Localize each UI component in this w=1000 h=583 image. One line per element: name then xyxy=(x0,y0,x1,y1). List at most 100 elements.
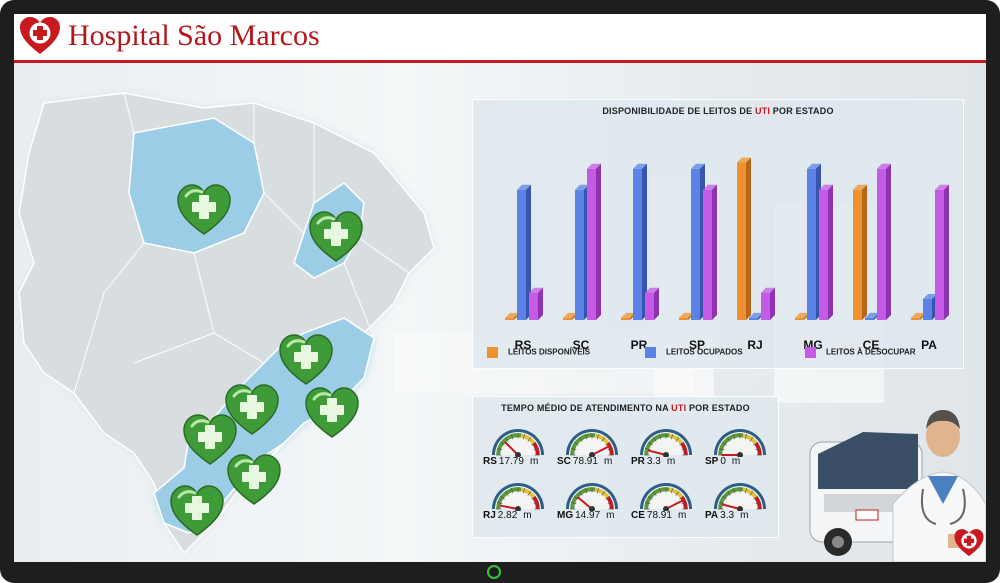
gauge-dial-icon xyxy=(714,429,766,458)
gauge-label: PA 3.3 m xyxy=(705,510,748,521)
bar-sc-series-1 xyxy=(575,184,589,320)
gauge-unit: m xyxy=(603,456,613,467)
gauge-value: 0 xyxy=(720,456,726,467)
gauge-state: PA xyxy=(705,510,719,521)
gauge-value: 17.79 xyxy=(498,456,524,467)
gauge-value: 78.91 xyxy=(646,510,672,521)
category-label-rj: RJ xyxy=(747,338,762,352)
bar-pr-series-2 xyxy=(645,287,659,320)
category-label-pa: PA xyxy=(921,338,937,352)
gauge-state: RS xyxy=(483,456,497,467)
leitos-chart-panel: DISPONIBILIDADE DE LEITOS DE UTI POR EST… xyxy=(472,99,964,369)
gauge-rs: RS 17.79 m xyxy=(483,427,553,473)
leitos-chart-title: DISPONIBILIDADE DE LEITOS DE UTI POR EST… xyxy=(602,106,834,116)
bar-sc-series-0 xyxy=(563,312,577,320)
heart-cross-icon xyxy=(170,485,224,536)
category-label-sc: SC xyxy=(573,338,590,352)
bar-pr-series-1 xyxy=(633,163,647,320)
heart-cross-icon xyxy=(183,414,237,465)
gauge-rj: RJ 2.82 m xyxy=(483,481,553,527)
bar-ce-series-0 xyxy=(853,184,867,320)
category-label-ce: CE xyxy=(863,338,880,352)
bar-pa-series-1 xyxy=(923,294,937,320)
bar-rj-series-2 xyxy=(761,287,775,320)
gauge-dial-icon xyxy=(640,483,692,512)
bar-rs-series-0 xyxy=(505,312,519,320)
brazil-map xyxy=(18,92,435,555)
gauge-sc: SC 78.91 m xyxy=(557,427,627,473)
gauge-value: 78.91 xyxy=(572,456,598,467)
gauge-dial-icon xyxy=(640,429,692,458)
gauge-mg: MG 14.97 m xyxy=(557,481,627,527)
gauge-unit: m xyxy=(731,456,741,467)
gauge-ce: CE 78.91 m xyxy=(631,481,701,527)
heart-cross-icon xyxy=(309,211,363,262)
heart-cross-icon xyxy=(227,454,281,505)
bar-pa-series-0 xyxy=(911,312,925,320)
dashboard-screen: Hospital São Marcos DISPONIBILID xyxy=(14,14,986,562)
gauge-label: SC 78.91 m xyxy=(557,456,612,467)
leitos-bar-chart: RS SC PR SP RJ MG CE PA xyxy=(505,157,949,352)
gauge-state: CE xyxy=(631,510,645,521)
gauge-pa: PA 3.3 m xyxy=(705,481,775,527)
gauge-label: RJ 2.82 m xyxy=(483,510,532,521)
gauge-label: MG 14.97 m xyxy=(557,510,614,521)
bar-rj-series-1 xyxy=(749,312,763,320)
gauge-sp: SP 0 m xyxy=(705,427,775,473)
legend-ocupados: LEITOS OCUPADOS xyxy=(645,347,743,358)
gauge-dial-icon xyxy=(714,483,766,512)
bar-mg-series-2 xyxy=(819,184,833,320)
bar-sp-series-2 xyxy=(703,184,717,320)
gauge-unit: m xyxy=(523,510,532,521)
gauge-label: PR 3.3 m xyxy=(631,456,675,467)
legend-swatch-blue xyxy=(645,347,656,358)
gauge-state: MG xyxy=(557,510,574,521)
legend-swatch-orange xyxy=(487,347,498,358)
hospital-logo-icon xyxy=(20,17,60,54)
gauge-dial-icon xyxy=(492,483,544,512)
page-title: Hospital São Marcos xyxy=(68,19,320,52)
gauge-pr: PR 3.3 m xyxy=(631,427,701,473)
gauge-dial-icon xyxy=(566,429,618,458)
gauge-unit: m xyxy=(677,510,687,521)
gauge-state: SP xyxy=(705,456,719,467)
monitor-power-indicator xyxy=(487,565,501,579)
bar-sp-series-1 xyxy=(691,163,705,320)
gauge-dial-icon xyxy=(492,429,544,458)
legend-swatch-purple xyxy=(805,347,816,358)
gauge-dial-icon xyxy=(566,483,618,512)
gauge-value: 2.82 xyxy=(497,510,518,521)
heart-cross-icon xyxy=(305,387,359,438)
bar-rs-series-2 xyxy=(529,287,543,320)
gauge-unit: m xyxy=(740,510,749,521)
gauge-state: SC xyxy=(557,456,571,467)
gauge-label: CE 78.91 m xyxy=(631,510,686,521)
gauge-label: SP 0 m xyxy=(705,456,740,467)
legend-desocupar: LEITOS À DESOCUPAR xyxy=(805,347,916,358)
bar-mg-series-0 xyxy=(795,312,809,320)
tempo-atendimento-panel: TEMPO MÉDIO DE ATENDIMENTO NA UTI POR ES… xyxy=(472,396,779,538)
bar-mg-series-1 xyxy=(807,163,821,320)
bar-sp-series-0 xyxy=(679,312,693,320)
bar-pr-series-0 xyxy=(621,312,635,320)
bar-sc-series-2 xyxy=(587,163,601,320)
category-label-pr: PR xyxy=(631,338,648,352)
corner-logo-icon xyxy=(954,529,984,557)
bar-pa-series-2 xyxy=(935,184,949,320)
heart-cross-icon xyxy=(225,384,279,435)
gauge-state: PR xyxy=(631,456,645,467)
gauge-unit: m xyxy=(606,510,615,521)
gauge-state: RJ xyxy=(483,510,496,521)
legend-disponiveis: LEITOS DISPONÍVEIS xyxy=(487,347,590,358)
gauge-value: 14.97 xyxy=(575,510,601,521)
bar-rs-series-1 xyxy=(517,184,531,320)
heart-cross-icon xyxy=(279,334,333,385)
bar-ce-series-1 xyxy=(865,312,879,320)
gauge-value: 3.3 xyxy=(720,510,735,521)
gauge-unit: m xyxy=(529,456,539,467)
bar-rj-series-0 xyxy=(737,157,751,320)
bar-ce-series-2 xyxy=(877,163,891,320)
category-label-sp: SP xyxy=(689,338,705,352)
category-label-rs: RS xyxy=(515,338,532,352)
gauge-label: RS 17.79 m xyxy=(483,456,538,467)
